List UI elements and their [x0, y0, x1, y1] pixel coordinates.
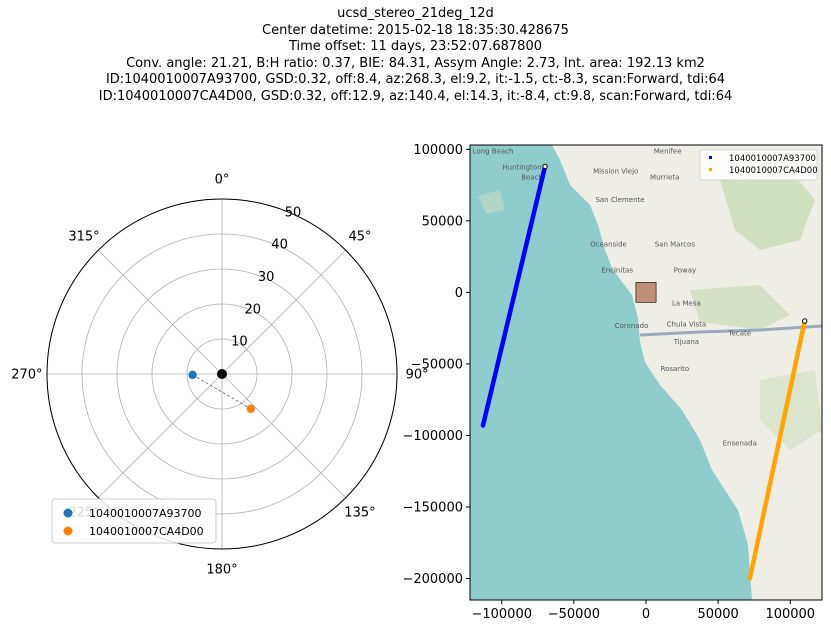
polar-grid-spoke	[221, 249, 347, 375]
polar-frame	[46, 198, 398, 550]
polar-theta-label: 270°	[11, 368, 42, 383]
map-legend-box	[699, 149, 818, 181]
map-x-axis: −100000 −50000 0 50000 100000	[471, 600, 815, 622]
polar-point-series-2	[246, 404, 255, 413]
overlap-area	[635, 282, 657, 303]
map-y-tick-label: 100000	[413, 143, 463, 158]
legend-label-series-2: 1040010007CA4D00	[89, 525, 204, 538]
map-plot: Long Beach Huntington Beach Menifee Mission …	[402, 143, 823, 622]
map-y-tick-label: −50000	[411, 357, 463, 372]
polar-legend-box	[51, 498, 217, 544]
map-place-label: Tecate	[727, 329, 751, 337]
title-line: Center datetime: 2015-02-18 18:35:30.428…	[262, 22, 569, 38]
map-y-tick-label: −100000	[402, 429, 463, 444]
map-track-series-1	[480, 164, 548, 428]
map-y-tick-label: −200000	[402, 572, 463, 587]
map-legend-marker-series-1	[709, 156, 712, 159]
polar-point-series-1	[188, 370, 197, 380]
polar-theta-labels: 0°45°90°135°180°225°270°315°	[11, 172, 428, 577]
polar-legend: 1040010007A93700 1040010007CA4D00	[51, 498, 217, 544]
map-border-line	[639, 324, 822, 337]
figure-title: ucsd_stereo_21deg_12d Center datetime: 2…	[0, 6, 831, 105]
legend-label-series-1: 1040010007A93700	[89, 507, 202, 520]
map-place-label: La Mesa	[672, 299, 701, 307]
map-track-start-series-1	[542, 163, 548, 170]
polar-theta-label: 135°	[344, 505, 375, 520]
title-line: ID:1040010007CA4D00, GSD:0.32, off:12.9,…	[98, 88, 733, 104]
polar-radial-label: 30	[258, 270, 275, 285]
polar-grid-spoke	[97, 373, 223, 499]
map-place-label: Menifee	[654, 148, 682, 156]
map-place-label: Beach	[521, 173, 543, 181]
map-place-label: Oceanside	[590, 241, 627, 249]
map-x-tick-label: −100000	[471, 607, 532, 622]
map-x-tick-label: 50000	[697, 607, 738, 622]
map-place-label: Ensenada	[723, 439, 757, 447]
polar-theta-label: 315°	[68, 230, 99, 245]
map-place-label: Rosarito	[661, 365, 690, 373]
map-place-label: Huntington	[502, 163, 541, 171]
title-line: Conv. angle: 21.21, B:H ratio: 0.37, BIE…	[126, 55, 705, 71]
map-place-label: Mission Viejo	[593, 168, 638, 176]
polar-center-point	[217, 369, 227, 379]
polar-radial-label: 50	[285, 205, 302, 220]
map-green-patch	[690, 285, 790, 330]
map-legend-marker-series-2	[709, 168, 712, 171]
polar-connector-line	[192, 374, 251, 410]
title-line: ucsd_stereo_21deg_12d	[337, 6, 494, 21]
title-line: ID:1040010007A93700, GSD:0.32, off:8.4, …	[105, 72, 726, 87]
map-place-label: Long Beach	[473, 148, 514, 156]
map-legend-label-series-1: 1040010007A93700	[729, 154, 816, 164]
map-legend-label-series-2: 1040010007CA4D00	[729, 166, 818, 176]
map-legend: 1040010007A93700 1040010007CA4D00	[699, 149, 818, 181]
map-place-label: Tijuana	[673, 338, 699, 346]
map-green-patch	[760, 370, 822, 450]
map-island	[478, 190, 505, 214]
polar-grid-spoke	[221, 373, 347, 499]
map-track-series-2	[747, 318, 807, 581]
map-ocean	[470, 145, 752, 600]
legend-marker-series-1	[63, 508, 73, 518]
map-x-tick-label: 0	[642, 607, 650, 622]
polar-radial-label: 10	[231, 335, 248, 350]
polar-radial-labels: 10 20 30 40 50	[231, 205, 301, 349]
polar-radial-label: 20	[245, 302, 262, 317]
map-tracks	[480, 163, 808, 581]
polar-theta-label: 90°	[406, 368, 429, 383]
map-place-label: San Marcos	[655, 241, 696, 249]
map-y-tick-label: 0	[455, 286, 463, 301]
map-x-tick-label: −50000	[548, 607, 600, 622]
map-place-label: Chula Vista	[667, 321, 706, 329]
legend-marker-series-2	[63, 526, 73, 536]
map-x-tick-label: 100000	[765, 607, 815, 622]
map-y-axis: 100000 50000 0 −50000 −100000 −150000 −200000	[402, 143, 470, 587]
polar-radial-label: 40	[271, 238, 288, 253]
polar-theta-label: 45°	[348, 230, 371, 245]
map-place-label: San Clemente	[595, 196, 644, 204]
map-place-label: Coronado	[615, 322, 649, 330]
map-place-label: Poway	[674, 266, 696, 274]
title-line: Time offset: 11 days, 23:52:07.687800	[288, 39, 542, 54]
polar-grid-spoke	[97, 249, 223, 375]
map-place-labels: Long Beach Huntington Beach Menifee Mission …	[473, 148, 757, 448]
map-y-tick-label: −150000	[402, 500, 463, 515]
map-track-start-series-2	[801, 318, 808, 324]
polar-theta-label: 0°	[215, 172, 230, 187]
polar-points	[188, 369, 255, 413]
polar-theta-label: 180°	[206, 563, 237, 578]
map-place-label: Murrieta	[650, 173, 679, 181]
map-place-label: Encinitas	[601, 266, 633, 274]
map-green-patch	[720, 170, 815, 250]
map-y-tick-label: 50000	[422, 214, 463, 229]
